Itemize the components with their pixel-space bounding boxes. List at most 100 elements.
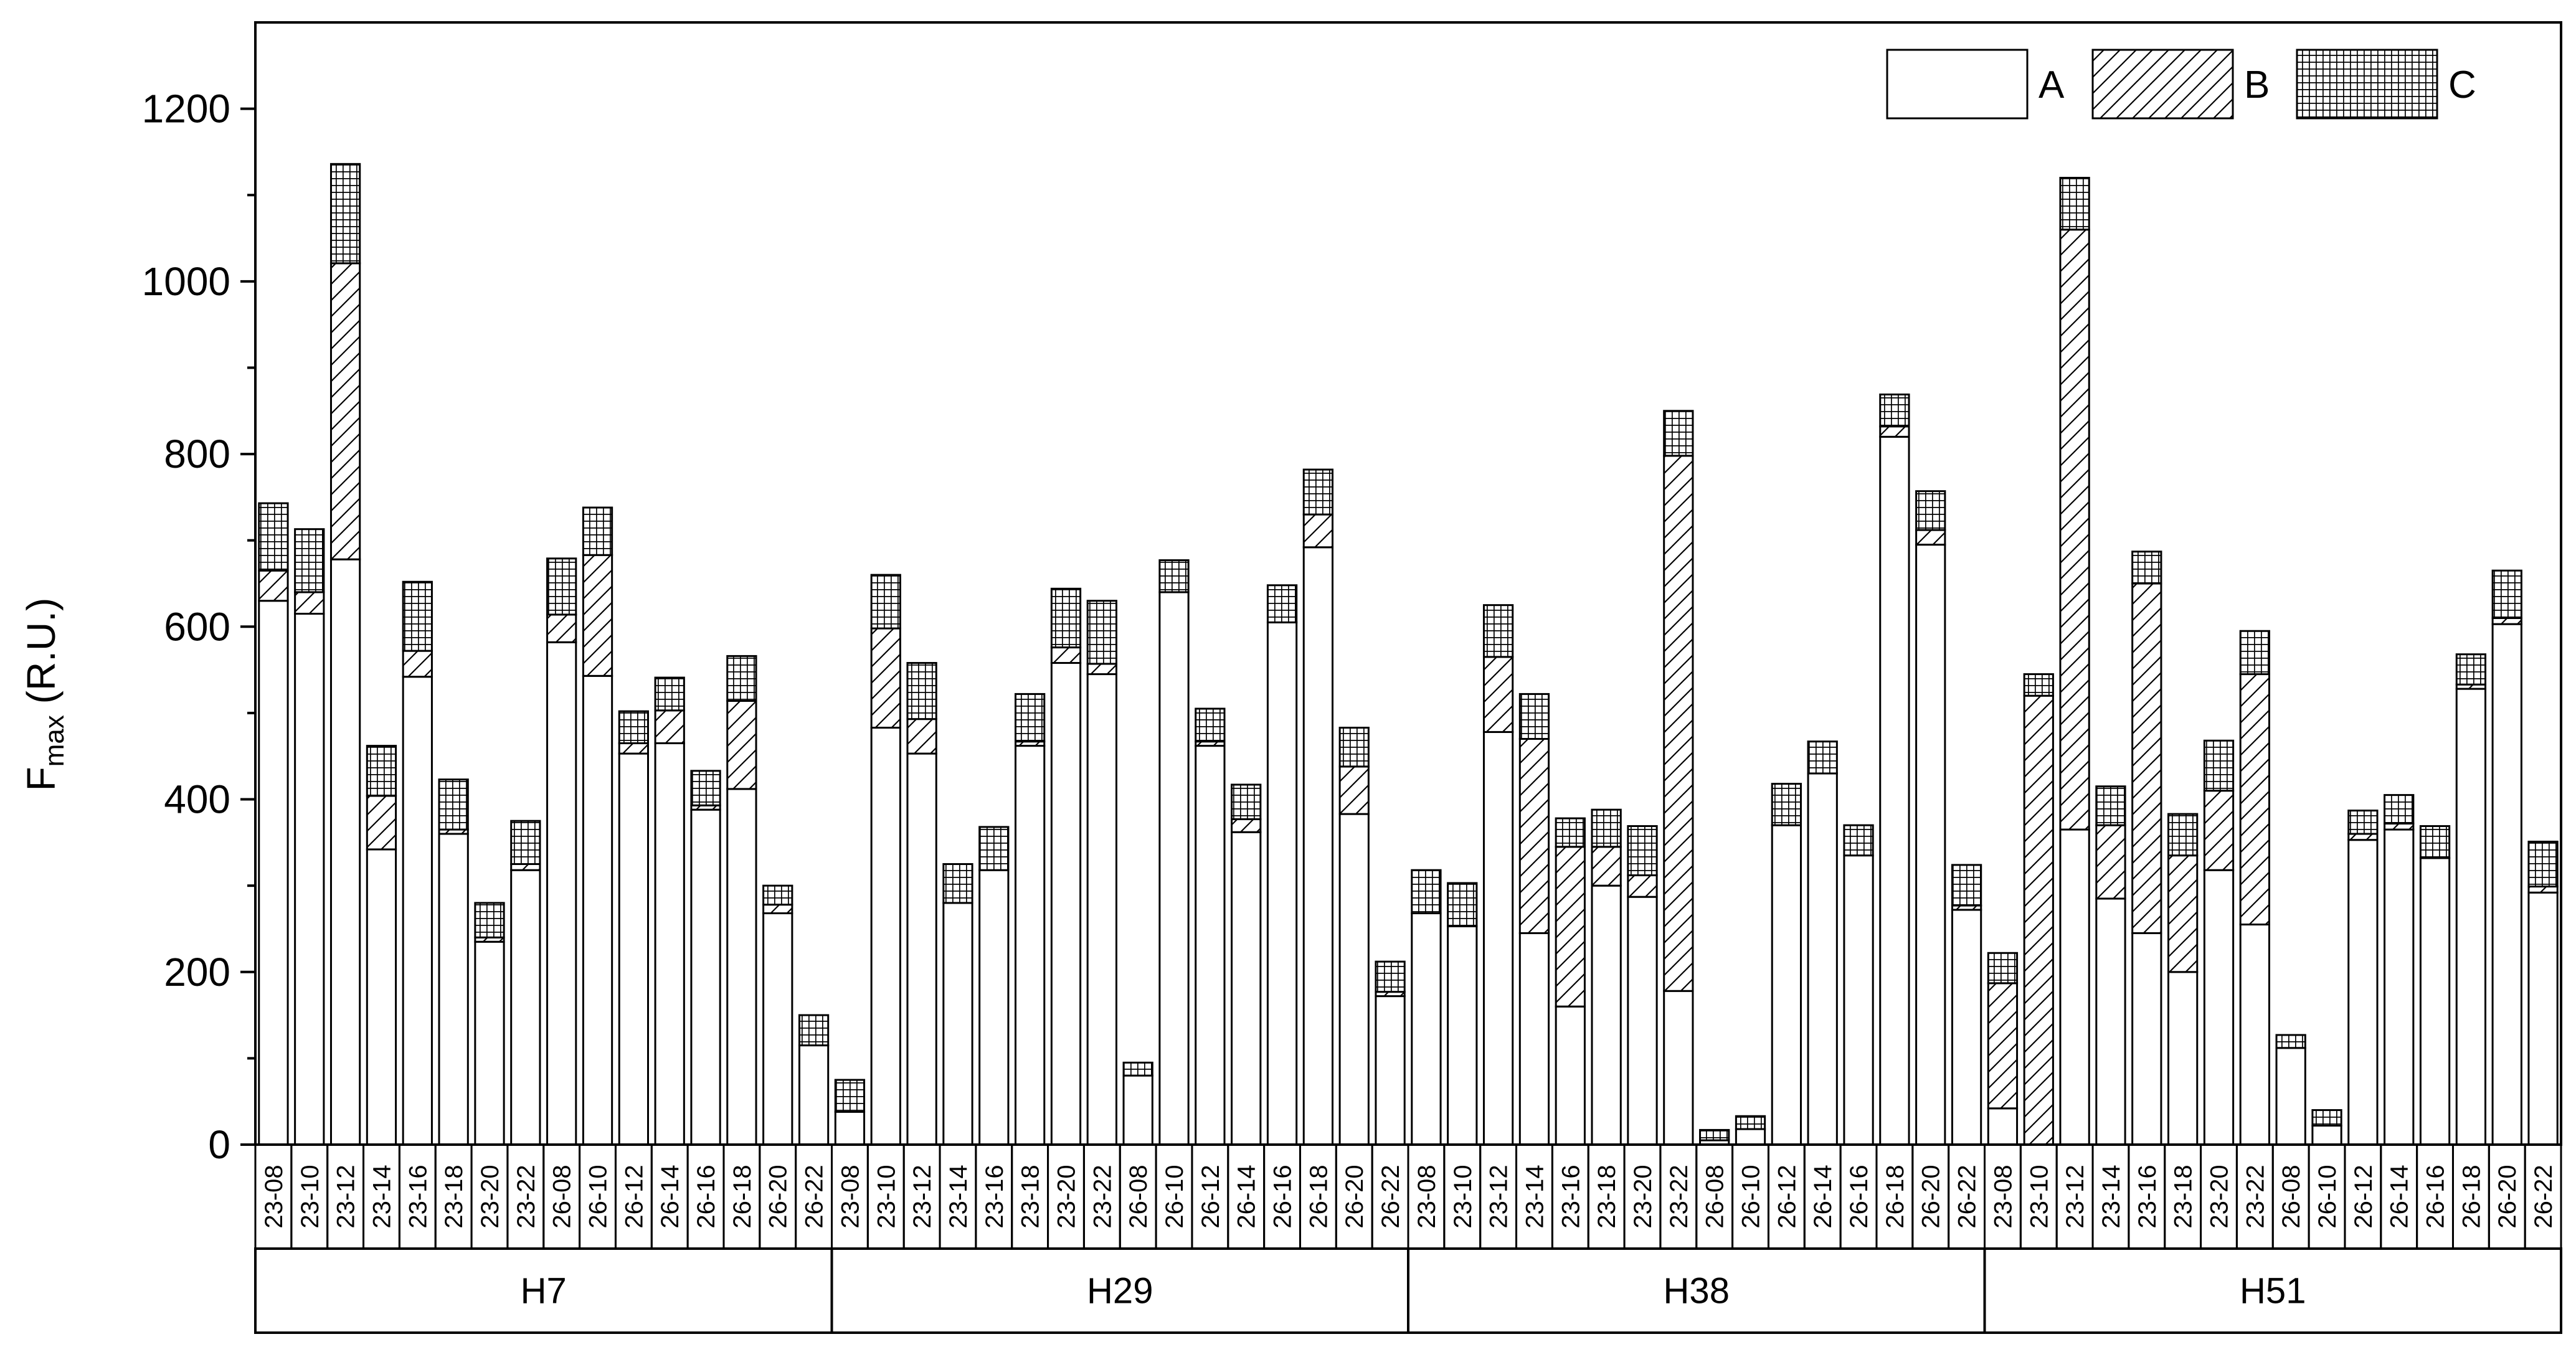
bar-H29-26-22-A — [1375, 995, 1406, 1146]
bar-H29-23-10-A — [870, 726, 901, 1146]
category-label: 23-22 — [1089, 1165, 1116, 1228]
bar-H7-23-08-C — [258, 502, 289, 572]
category-label: 26-10 — [585, 1165, 612, 1228]
category-label: 23-18 — [1017, 1165, 1044, 1228]
y-tick-label-600: 600 — [164, 604, 230, 649]
bar-H7-26-10-A — [582, 674, 613, 1146]
bar-H29-23-12-A — [906, 752, 937, 1146]
category-label: 23-12 — [909, 1165, 936, 1228]
category-label: 23-16 — [981, 1165, 1008, 1228]
bar-H51-23-14-A — [2095, 897, 2126, 1146]
category-label: 26-10 — [1161, 1165, 1188, 1228]
bar-H51-26-14-A — [2384, 828, 2415, 1146]
category-label: 23-16 — [1557, 1165, 1584, 1228]
bar-H7-26-10-B — [582, 554, 613, 677]
bar-H7-26-14-B — [654, 709, 685, 744]
bar-H38-23-08-C — [1411, 869, 1442, 915]
group-label-H38: H38 — [1664, 1271, 1730, 1312]
bar-H38-26-18-B — [1879, 425, 1910, 438]
bar-H38-23-16-B — [1555, 846, 1586, 1008]
bar-H38-23-22-B — [1663, 455, 1694, 992]
category-label: 23-08 — [836, 1165, 864, 1228]
category-label: 23-16 — [404, 1165, 432, 1228]
bar-H29-23-20-C — [1050, 587, 1082, 649]
category-label: 26-20 — [2494, 1165, 2521, 1228]
category-label: 23-20 — [1053, 1165, 1080, 1228]
category-label: 23-16 — [2134, 1165, 2161, 1228]
bar-H29-23-14-A — [942, 902, 973, 1146]
bar-H29-23-10-B — [870, 627, 901, 729]
category-label: 23-18 — [1593, 1165, 1621, 1228]
category-label: 23-10 — [873, 1165, 900, 1228]
bar-H51-26-10-C — [2311, 1109, 2342, 1127]
category-label: 23-20 — [476, 1165, 504, 1228]
y-tick-label-1200: 1200 — [142, 87, 230, 131]
bar-H29-26-14-A — [1231, 831, 1262, 1146]
bar-H7-23-16-B — [402, 650, 433, 678]
category-label: 23-22 — [513, 1165, 540, 1228]
bar-H7-26-12-C — [618, 710, 649, 744]
bar-H51-23-18-C — [2167, 813, 2199, 857]
bar-H7-23-18-C — [438, 778, 469, 831]
bar-H38-26-08-C — [1699, 1128, 1730, 1142]
bar-H38-23-18-A — [1591, 884, 1622, 1146]
category-label: 26-16 — [1845, 1165, 1873, 1228]
category-label: 23-12 — [2062, 1165, 2089, 1228]
bar-H29-26-12-A — [1195, 745, 1226, 1146]
bar-H7-26-18-A — [726, 788, 757, 1146]
bar-H7-23-16-C — [402, 580, 433, 652]
bar-H7-26-12-B — [618, 742, 649, 755]
bar-H51-26-18-A — [2455, 688, 2487, 1146]
bar-H38-23-08-A — [1411, 912, 1442, 1146]
bar-H7-23-22-C — [510, 820, 541, 865]
bar-H38-26-22-A — [1951, 909, 1982, 1146]
bar-H51-23-10-B — [2023, 694, 2054, 1146]
category-label: 23-22 — [2242, 1165, 2269, 1228]
category-label: 26-14 — [1233, 1165, 1261, 1228]
bar-H38-23-20-A — [1627, 896, 1658, 1146]
bar-H51-23-14-C — [2095, 785, 2126, 826]
bar-H38-26-10-A — [1735, 1128, 1766, 1146]
category-label: 26-22 — [801, 1165, 828, 1228]
category-label: 26-18 — [1882, 1165, 1909, 1228]
bar-H29-23-18-C — [1015, 693, 1046, 743]
category-label: 26-10 — [1738, 1165, 1765, 1228]
bar-H7-23-16-A — [402, 676, 433, 1146]
category-label: 23-08 — [1413, 1165, 1441, 1228]
category-label: 23-20 — [2205, 1165, 2233, 1228]
bar-H51-23-22-C — [2239, 630, 2270, 676]
group-label-H29: H29 — [1087, 1271, 1153, 1312]
legend-swatch-A — [1886, 49, 2029, 120]
category-label: 26-14 — [2386, 1165, 2413, 1228]
bar-H38-26-20-A — [1915, 544, 1946, 1146]
bar-H29-26-10-C — [1158, 559, 1190, 593]
category-label: 26-08 — [549, 1165, 576, 1228]
category-label: 26-08 — [1702, 1165, 1729, 1228]
bar-H38-23-10-A — [1447, 925, 1478, 1146]
bar-H51-23-12-A — [2059, 828, 2090, 1146]
bar-H38-26-10-C — [1735, 1115, 1766, 1130]
bar-H51-26-10-A — [2311, 1125, 2342, 1146]
bar-H38-23-14-C — [1518, 693, 1550, 740]
bar-H51-26-14-C — [2384, 794, 2415, 825]
category-label: 23-22 — [1665, 1165, 1693, 1228]
category-label: 26-16 — [693, 1165, 720, 1228]
category-label: 23-10 — [296, 1165, 324, 1228]
category-label: 23-12 — [333, 1165, 360, 1228]
bar-H38-23-12-C — [1482, 604, 1514, 658]
bar-H29-26-08-C — [1122, 1061, 1153, 1077]
bar-H29-26-10-A — [1158, 591, 1190, 1146]
category-label: 26-20 — [765, 1165, 792, 1228]
bar-H51-26-08-C — [2275, 1034, 2306, 1049]
category-label: 23-14 — [2098, 1165, 2125, 1228]
bar-H7-23-10-B — [294, 591, 325, 615]
category-label: 26-14 — [1809, 1165, 1837, 1228]
bar-H7-23-12-C — [329, 163, 361, 265]
bar-H29-23-10-C — [870, 574, 901, 630]
y-tick-label-400: 400 — [164, 777, 230, 822]
bar-H29-26-20-C — [1338, 726, 1370, 768]
bar-H51-23-18-A — [2167, 971, 2199, 1146]
y-tick-label-800: 800 — [164, 432, 230, 476]
bar-H7-23-22-A — [510, 869, 541, 1146]
